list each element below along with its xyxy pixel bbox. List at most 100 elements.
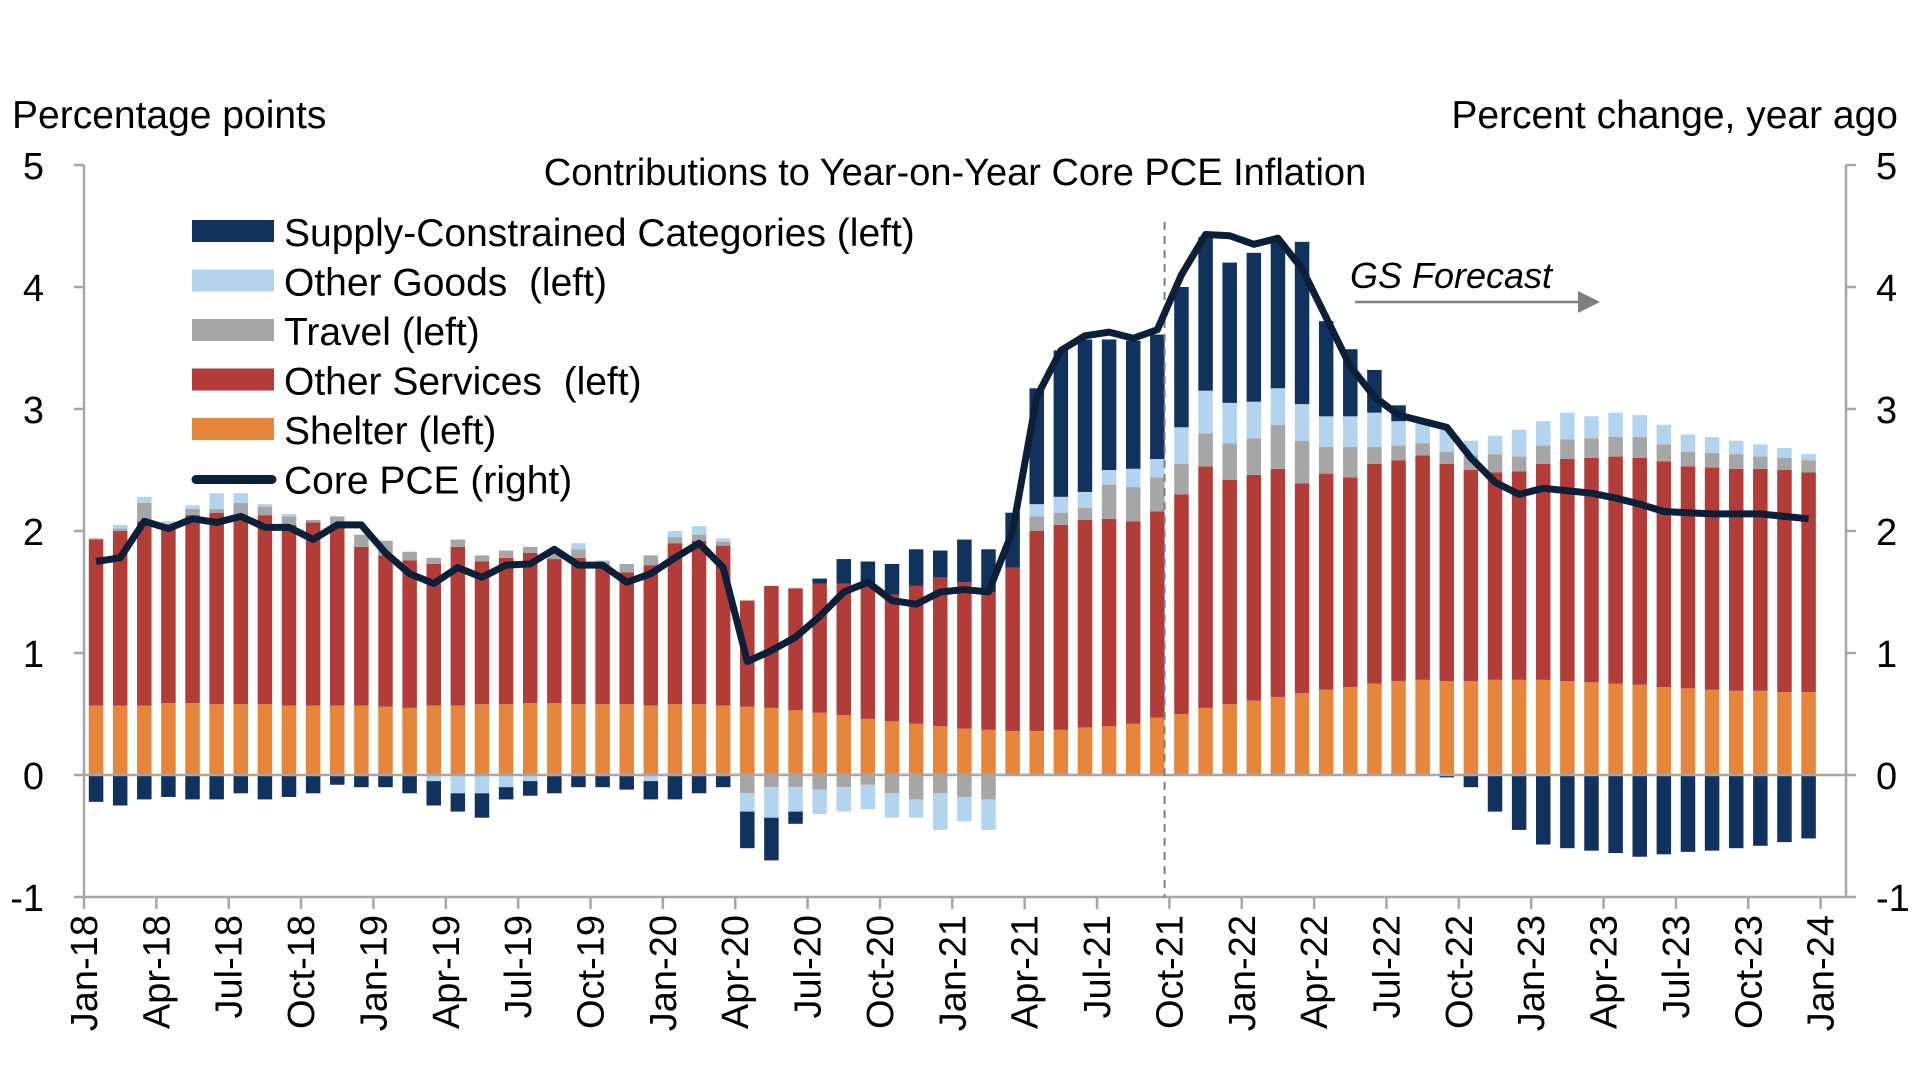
bar-shelter-45 — [1174, 714, 1189, 775]
bar-supply-constrained-13 — [402, 775, 417, 794]
bar-other-34 — [908, 585, 924, 724]
bar-shelter-3 — [161, 703, 176, 775]
right-tick-label: -1 — [1876, 878, 1910, 920]
bar-other-64 — [1632, 415, 1647, 438]
bar-shelter-36 — [957, 728, 972, 775]
bar-supply-constrained-64 — [1632, 775, 1647, 857]
left-tick-label: 4 — [23, 268, 44, 310]
bar-supply-constrained-31 — [836, 559, 852, 584]
bar-other-66 — [1680, 466, 1696, 689]
bar-travel-40 — [1053, 512, 1069, 525]
bar-other-31 — [836, 787, 852, 812]
bar-travel-65 — [1656, 444, 1672, 462]
bar-travel-23 — [643, 555, 659, 566]
bar-other-46 — [1198, 466, 1213, 708]
bar-supply-constrained-26 — [715, 775, 731, 788]
right-tick-label: 4 — [1876, 268, 1897, 310]
bar-other-30 — [812, 789, 827, 815]
bar-supply-constrained-2 — [137, 775, 152, 800]
bar-travel-8 — [281, 516, 297, 525]
bar-shelter-11 — [354, 705, 369, 775]
bar-shelter-29 — [788, 710, 803, 775]
bar-shelter-44 — [1150, 717, 1165, 775]
bar-supply-constrained-3 — [161, 775, 176, 797]
bar-travel-53 — [1367, 446, 1382, 464]
bar-shelter-8 — [281, 705, 297, 775]
bar-supply-constrained-62 — [1584, 775, 1599, 851]
bar-other-42 — [1101, 518, 1117, 727]
bar-supply-constrained-61 — [1560, 775, 1575, 849]
bar-travel-31 — [836, 775, 852, 788]
bar-other-44 — [1150, 459, 1165, 478]
bar-other-19 — [547, 559, 562, 704]
bar-other-47 — [1222, 479, 1237, 705]
bar-shelter-24 — [667, 704, 683, 775]
bar-travel-61 — [1560, 439, 1575, 460]
bar-travel-66 — [1680, 451, 1696, 467]
bar-other-18 — [522, 775, 538, 782]
bar-other-31 — [836, 583, 852, 716]
bars-layer — [88, 236, 1816, 861]
legend-label: Travel (left) — [284, 311, 480, 354]
bar-other-36 — [957, 796, 972, 822]
bar-other-27 — [740, 793, 755, 812]
legend-label: Supply-Constrained Categories (left) — [284, 212, 915, 255]
bar-travel-36 — [957, 775, 972, 797]
bar-other-25 — [691, 540, 707, 705]
bar-other-23 — [643, 775, 659, 782]
bar-other-8 — [281, 513, 297, 517]
bar-other-34 — [908, 799, 924, 818]
bar-supply-constrained-23 — [643, 781, 659, 800]
bar-supply-constrained-17 — [498, 787, 514, 800]
bar-shelter-69 — [1753, 690, 1768, 775]
bar-other-11 — [354, 546, 369, 706]
chart-title: Contributions to Year-on-Year Core PCE I… — [544, 152, 1366, 194]
bar-other-24 — [667, 543, 683, 705]
bar-supply-constrained-12 — [378, 775, 393, 788]
bar-other-52 — [1343, 477, 1358, 688]
bar-travel-9 — [305, 520, 321, 523]
bar-travel-0 — [88, 538, 104, 540]
bar-shelter-10 — [330, 705, 345, 775]
bar-other-70 — [1777, 470, 1792, 693]
bar-other-68 — [1728, 440, 1744, 455]
bar-shelter-48 — [1246, 700, 1262, 775]
bar-other-70 — [1777, 448, 1792, 458]
forecast-label: GS Forecast — [1350, 255, 1554, 296]
bar-shelter-42 — [1101, 726, 1117, 775]
bar-other-69 — [1753, 444, 1768, 457]
left-tick-label: 3 — [23, 390, 44, 432]
bar-other-29 — [788, 588, 803, 711]
left-axis-label: Percentage points — [12, 94, 326, 137]
bar-supply-constrained-70 — [1777, 775, 1792, 843]
bar-shelter-67 — [1704, 689, 1720, 775]
bar-other-39 — [1029, 504, 1044, 517]
bar-other-35 — [933, 577, 948, 727]
bar-other-29 — [788, 787, 803, 812]
x-tick-label: Jul-20 — [788, 915, 830, 1019]
bar-other-7 — [257, 504, 273, 507]
bar-other-37 — [981, 592, 996, 730]
bar-other-49 — [1270, 468, 1286, 697]
x-tick-label: Jul-23 — [1656, 915, 1698, 1019]
bar-supply-constrained-66 — [1680, 775, 1696, 852]
bar-supply-constrained-1 — [112, 775, 128, 806]
bar-travel-19 — [547, 552, 562, 560]
bar-other-8 — [281, 524, 297, 706]
bar-other-5 — [209, 493, 224, 510]
bar-shelter-52 — [1343, 687, 1358, 775]
bar-travel-29 — [788, 775, 803, 788]
bar-other-4 — [185, 505, 200, 510]
bar-travel-71 — [1801, 460, 1816, 473]
x-tick-label: Jan-21 — [932, 915, 974, 1031]
bar-other-56 — [1439, 463, 1455, 682]
bar-shelter-5 — [209, 704, 224, 775]
bar-other-50 — [1294, 483, 1310, 694]
bar-other-42 — [1101, 470, 1117, 485]
bar-travel-52 — [1343, 446, 1358, 478]
bar-other-32 — [860, 784, 876, 810]
bar-shelter-23 — [643, 705, 659, 775]
bar-shelter-12 — [378, 706, 393, 775]
bar-travel-50 — [1294, 440, 1310, 484]
bar-other-53 — [1367, 412, 1382, 447]
